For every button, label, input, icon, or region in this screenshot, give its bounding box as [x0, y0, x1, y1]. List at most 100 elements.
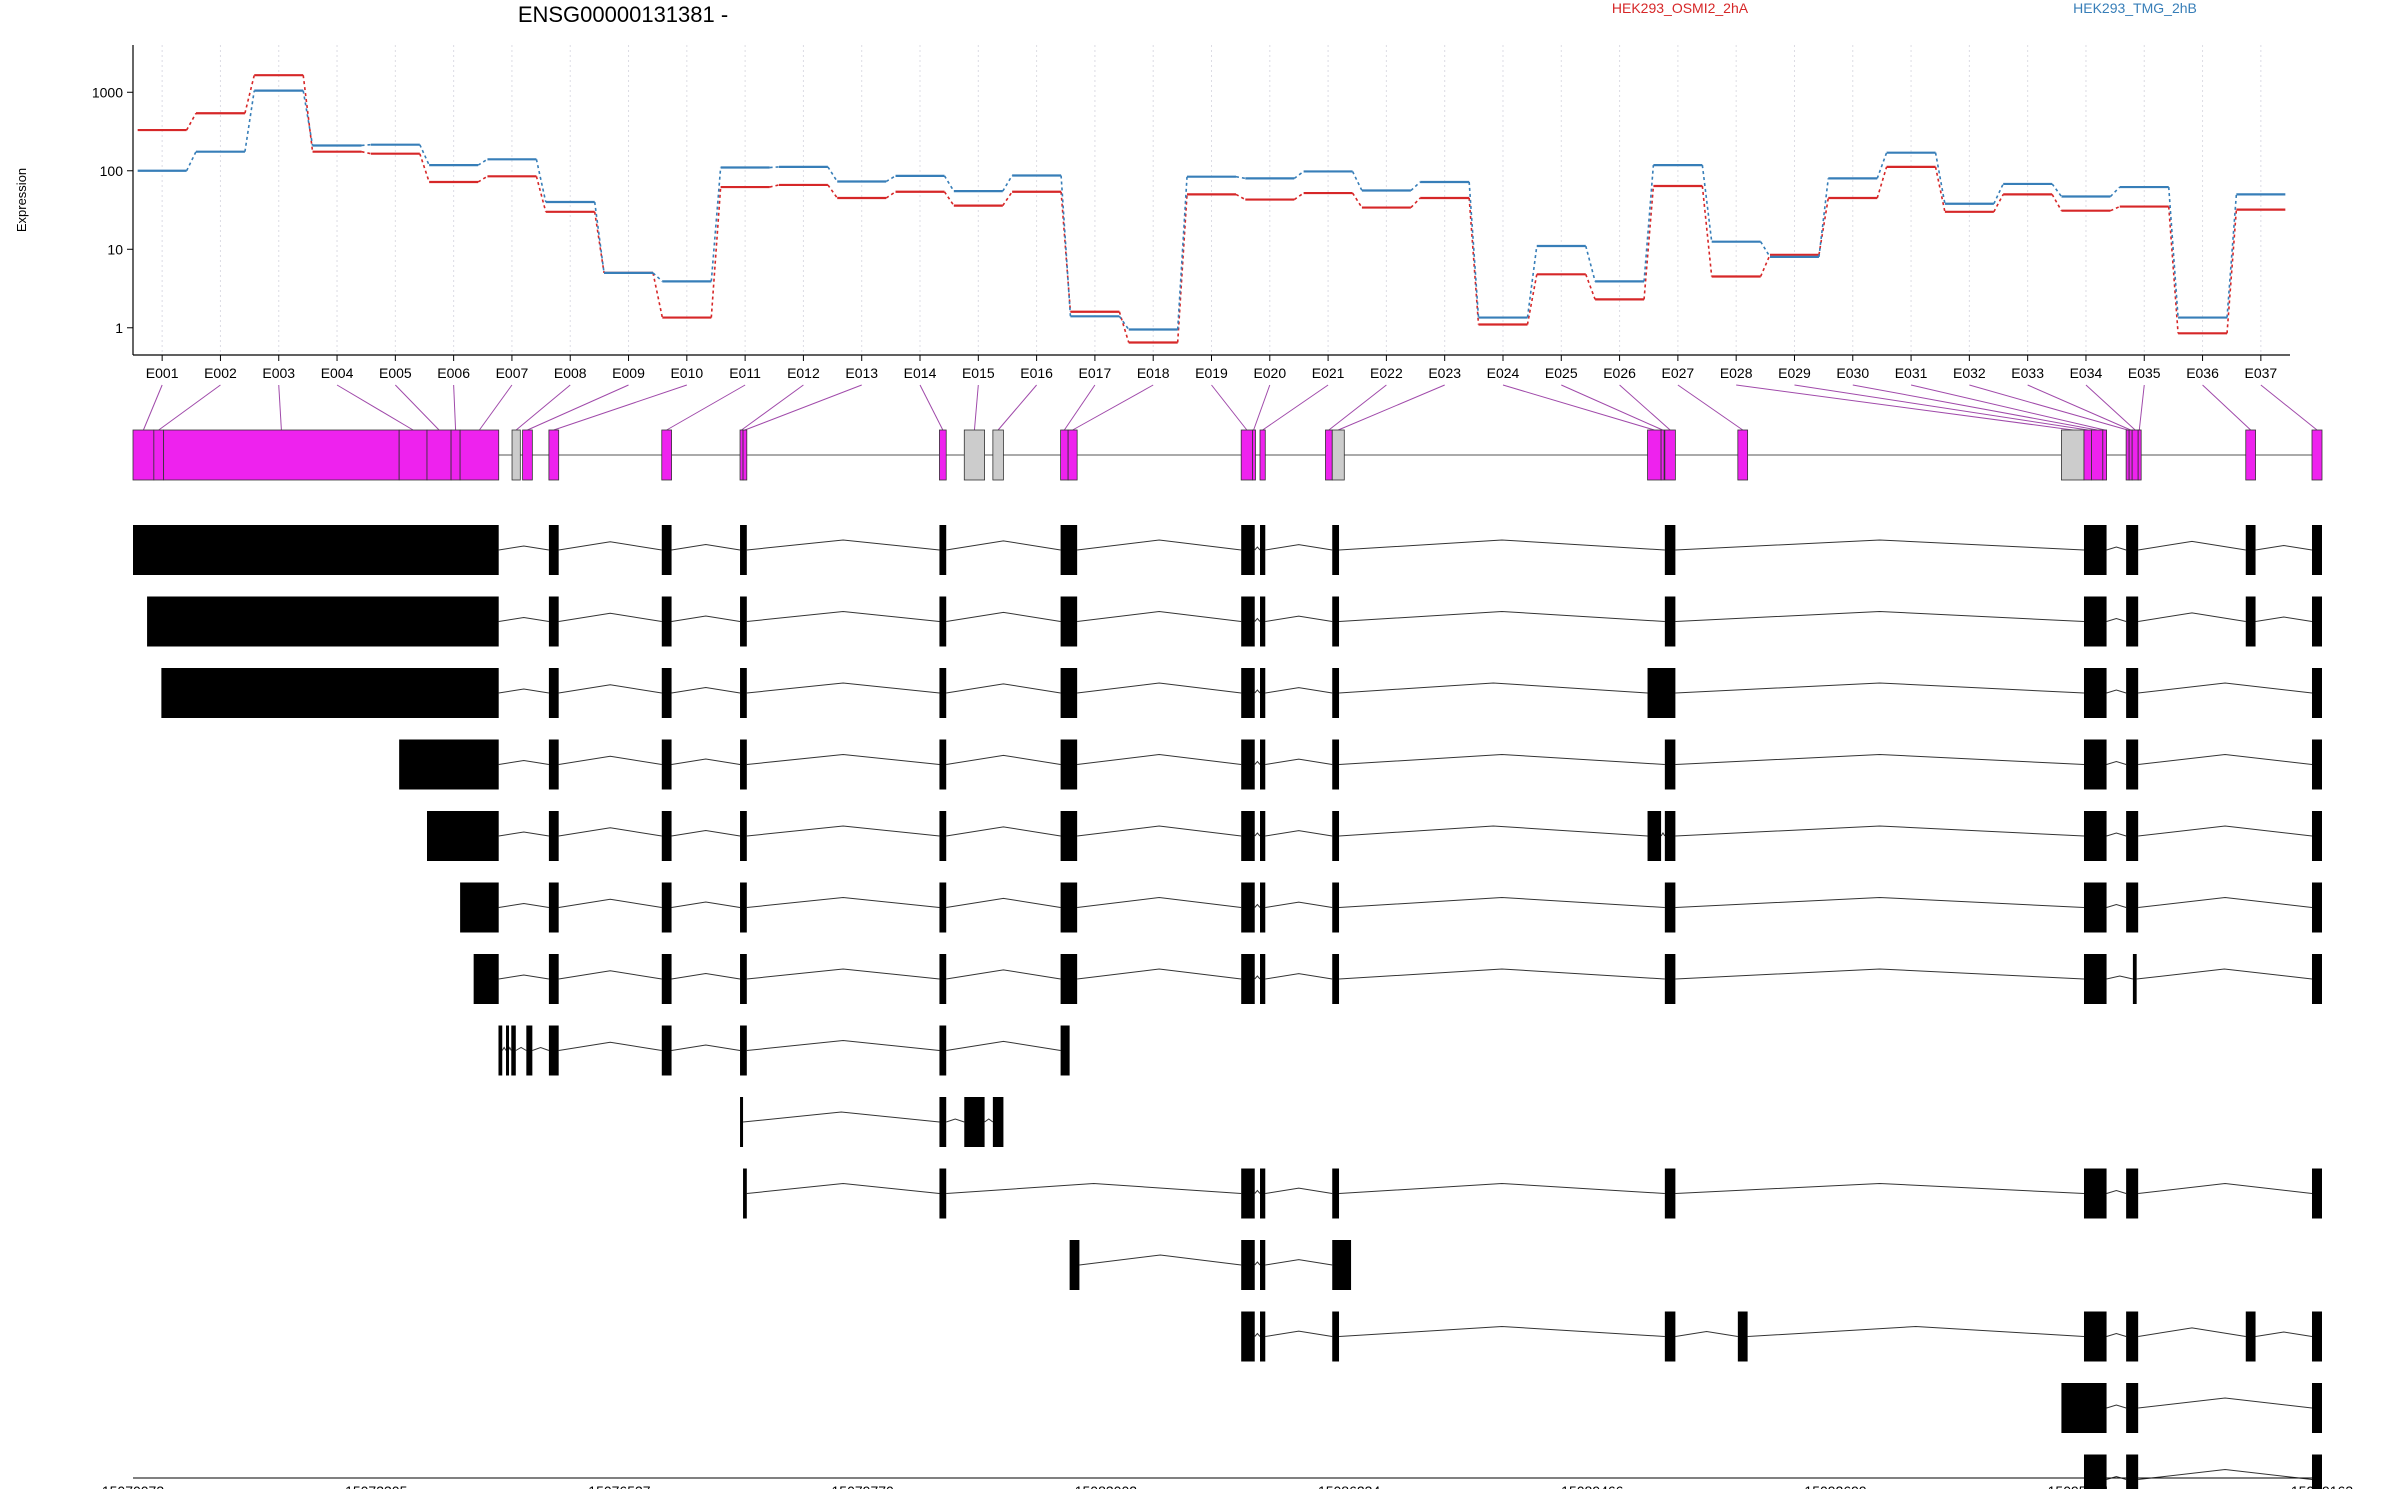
transcript-exon [1241, 954, 1255, 1004]
transcript-exon [548, 954, 559, 1004]
transcript-exon [661, 954, 672, 1004]
series-transition [1934, 152, 1946, 204]
transcript-exon [511, 1025, 516, 1076]
transcript-exon [1664, 596, 1676, 647]
series-transition [1176, 194, 1188, 343]
x-tick-label: E023 [1428, 365, 1461, 381]
transcript-exon [992, 1097, 1004, 1147]
exon-e034 [2131, 429, 2139, 481]
genomic-tick-label: 15070073 [102, 1483, 165, 1489]
intron [498, 902, 549, 908]
exon-e016 [992, 429, 1004, 481]
transcript-exon [2083, 596, 2107, 647]
series-transition [593, 211, 605, 274]
x-tick-label: E027 [1662, 365, 1695, 381]
intron [946, 540, 1061, 551]
exon-e024 [1647, 429, 1662, 481]
series-transition [535, 159, 547, 203]
x-tick-label: E032 [1953, 365, 1986, 381]
intron [2106, 975, 2134, 980]
transcript-exon [2083, 811, 2107, 861]
transcript-exon [740, 668, 747, 718]
intron [558, 684, 662, 694]
y-axis-label: Expression [14, 168, 29, 232]
transcript-exon [1260, 811, 1266, 861]
connector-e027 [1677, 384, 1744, 431]
intron [1265, 687, 1333, 694]
transcript-exon [2126, 1168, 2139, 1219]
transcripts [133, 525, 2322, 1489]
connector-e002 [158, 384, 221, 431]
connector-e008 [515, 384, 571, 431]
series-transition [827, 184, 838, 199]
transcript-exon [133, 525, 499, 575]
connector-e020 [1253, 384, 1271, 431]
connector-e021 [1262, 384, 1329, 431]
intron [1077, 610, 1242, 622]
intron [2106, 689, 2127, 694]
intron [532, 1046, 550, 1051]
intron [671, 615, 741, 622]
series-transition [943, 191, 955, 207]
series-transition [1526, 245, 1538, 318]
intron [1079, 1254, 1242, 1266]
x-tick-label: E029 [1778, 365, 1811, 381]
exon-e012 [739, 429, 744, 481]
series-1 [137, 74, 2286, 344]
series-transition [1002, 191, 1013, 207]
series-transition [1351, 171, 1363, 191]
genomic-tick-label: 15086234 [1318, 1483, 1381, 1489]
transcript-exon [426, 811, 499, 861]
transcript-exon [2126, 1454, 2139, 1489]
transcript-exon [740, 811, 747, 861]
series-transition [1759, 254, 1771, 277]
exon-e017 [1060, 429, 1069, 481]
exon-e026 [1664, 429, 1676, 481]
connector-e013 [744, 384, 862, 431]
intron [558, 755, 662, 765]
transcript-exon [2311, 1383, 2322, 1433]
series-transition [1410, 197, 1421, 209]
transcript-exon [1260, 954, 1266, 1004]
series-transition [2051, 183, 2063, 197]
transcript-exon [1332, 882, 1340, 933]
intron [1265, 901, 1333, 908]
transcript-exon [1664, 1311, 1676, 1362]
series-transition [1818, 178, 1830, 257]
series-transition [185, 151, 197, 172]
genomic-tick-label: 15076537 [588, 1483, 651, 1489]
intron [2106, 546, 2127, 551]
x-tick-label: E010 [670, 365, 703, 381]
x-tick-label: E016 [1020, 365, 1053, 381]
intron [1254, 975, 1261, 980]
connector-e011 [666, 384, 746, 431]
exon-e010 [548, 429, 560, 481]
transcript-exon [939, 1168, 947, 1219]
transcript-exon [1241, 1311, 1255, 1362]
intron [498, 759, 549, 765]
exon-e030 [2091, 429, 2104, 481]
series-transition [2109, 186, 2121, 198]
intron [1265, 830, 1333, 837]
series-transition [710, 167, 722, 282]
x-tick-label: E012 [787, 365, 820, 381]
x-tick-label: E018 [1137, 365, 1170, 381]
exon-e015 [963, 429, 985, 481]
transcript-exon [1664, 525, 1676, 575]
intron [498, 616, 549, 622]
intron [1338, 610, 1665, 622]
transcript-exon [2126, 882, 2139, 933]
intron [2106, 1332, 2127, 1337]
transcript-exon [1241, 668, 1255, 718]
transcript-exon [1060, 525, 1078, 575]
genomic-tick-label: 15083002 [1075, 1483, 1138, 1489]
genomic-tick-label: 15089466 [1561, 1483, 1624, 1489]
x-tick-label: E017 [1079, 365, 1112, 381]
transcript-exon [2126, 596, 2139, 647]
intron [1675, 968, 2085, 980]
intron [1338, 896, 1665, 908]
intron [1254, 546, 1261, 551]
exon-e014 [939, 429, 947, 481]
x-tick-label: E033 [2011, 365, 2044, 381]
intron [2106, 617, 2127, 622]
